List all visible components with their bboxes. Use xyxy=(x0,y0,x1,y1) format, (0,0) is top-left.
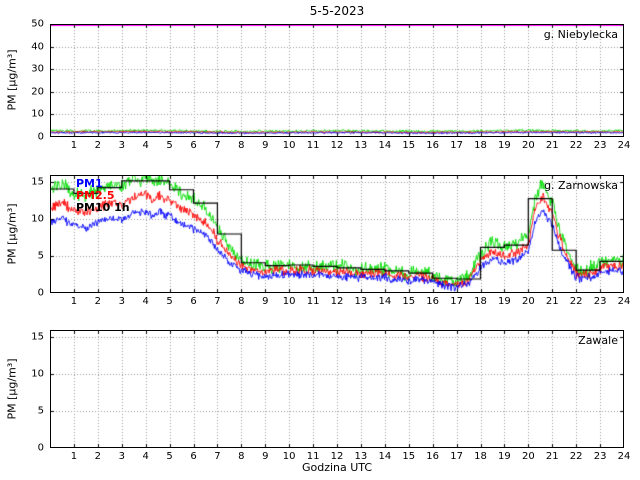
y-tick-label: 15 xyxy=(31,176,44,188)
y-tick-label: 5 xyxy=(37,405,44,417)
x-tick-label: 2 xyxy=(94,451,102,462)
x-tick-label: 7 xyxy=(214,296,221,307)
y-tick-label: 20 xyxy=(31,86,44,98)
x-tick-label: 4 xyxy=(142,451,149,462)
x-tick-label: 24 xyxy=(617,296,631,307)
station-label-zarnowska: g. Zarnowska xyxy=(544,179,618,192)
y-tick-label: 15 xyxy=(31,331,44,343)
x-tick-label: 15 xyxy=(402,140,416,151)
x-tick-label: 16 xyxy=(426,140,440,151)
y-tick-label: 10 xyxy=(31,213,44,225)
legend-item-pm25: PM2.5 xyxy=(76,189,115,202)
x-tick-label: 11 xyxy=(306,140,320,151)
x-tick-label: 20 xyxy=(521,296,535,307)
y-tick-label: 40 xyxy=(31,41,44,53)
x-tick-label: 1 xyxy=(70,296,78,307)
x-tick-label: 3 xyxy=(118,296,125,307)
x-tick-label: 4 xyxy=(142,140,149,151)
x-tick-label: 6 xyxy=(190,296,197,307)
subplot-canvas-zawale xyxy=(50,330,624,448)
x-tick-label: 8 xyxy=(238,296,245,307)
x-tick-label: 21 xyxy=(545,140,559,151)
x-tick-label: 10 xyxy=(282,140,296,151)
station-label-zawale: Zawale xyxy=(578,334,618,347)
x-tick-label: 1 xyxy=(70,140,78,151)
x-tick-label: 22 xyxy=(569,140,583,151)
x-tick-label: 16 xyxy=(426,451,440,462)
x-tick-label: 8 xyxy=(238,140,245,151)
x-tick-label: 5 xyxy=(166,296,173,307)
y-tick-label: 30 xyxy=(31,63,44,75)
y-tick-label: 0 xyxy=(37,131,44,143)
x-tick-label: 18 xyxy=(474,140,487,151)
y-axis-label-1: PM [µg/m³] xyxy=(5,49,19,111)
x-tick-label: 3 xyxy=(118,451,125,462)
x-tick-label: 12 xyxy=(330,296,344,307)
x-tick-label: 5 xyxy=(166,451,173,462)
y-tick-label: 0 xyxy=(37,287,44,299)
x-tick-label: 18 xyxy=(474,296,487,307)
station-label-niebylecka: g. Niebylecka xyxy=(543,28,618,41)
x-tick-label: 19 xyxy=(498,451,511,462)
x-tick-label: 7 xyxy=(214,140,221,151)
x-tick-label: 24 xyxy=(617,451,631,462)
x-tick-label: 7 xyxy=(214,451,221,462)
x-tick-label: 19 xyxy=(498,296,511,307)
y-tick-label: 50 xyxy=(31,18,44,30)
x-tick-label: 13 xyxy=(354,451,368,462)
x-tick-label: 17 xyxy=(450,296,463,307)
x-tick-label: 12 xyxy=(330,451,344,462)
x-tick-label: 9 xyxy=(262,296,269,307)
x-tick-label: 13 xyxy=(354,140,368,151)
subplot-canvas-zarnowska xyxy=(50,175,624,293)
x-tick-label: 2 xyxy=(94,296,102,307)
x-tick-label: 10 xyxy=(282,451,296,462)
x-tick-label: 17 xyxy=(450,451,463,462)
x-tick-label: 8 xyxy=(238,451,245,462)
y-tick-label: 0 xyxy=(37,442,44,454)
x-tick-label: 14 xyxy=(378,451,392,462)
legend-item-pm1: PM1 xyxy=(76,177,103,190)
x-tick-label: 2 xyxy=(94,140,102,151)
x-tick-label: 18 xyxy=(474,451,487,462)
x-tick-label: 22 xyxy=(569,451,583,462)
x-tick-label: 5 xyxy=(166,140,173,151)
x-tick-label: 19 xyxy=(498,140,511,151)
x-tick-label: 15 xyxy=(402,451,416,462)
x-tick-label: 12 xyxy=(330,140,344,151)
x-tick-label: 14 xyxy=(378,140,392,151)
x-tick-label: 9 xyxy=(262,140,269,151)
x-tick-label: 17 xyxy=(450,140,463,151)
x-tick-label: 11 xyxy=(306,451,320,462)
x-tick-label: 1 xyxy=(70,451,78,462)
y-tick-label: 10 xyxy=(31,108,44,120)
x-axis-label: Godzina UTC xyxy=(301,461,373,474)
x-tick-label: 16 xyxy=(426,296,440,307)
x-tick-label: 14 xyxy=(378,296,392,307)
chart-title: 5-5-2023 xyxy=(309,4,365,18)
x-tick-label: 23 xyxy=(593,451,607,462)
x-tick-label: 3 xyxy=(118,140,125,151)
x-tick-label: 10 xyxy=(282,296,296,307)
x-tick-label: 23 xyxy=(593,140,607,151)
x-tick-label: 22 xyxy=(569,296,583,307)
legend-item-pm10-1h: PM10 1h xyxy=(76,201,130,214)
x-tick-label: 15 xyxy=(402,296,416,307)
x-tick-label: 20 xyxy=(521,451,535,462)
x-tick-label: 4 xyxy=(142,296,149,307)
x-tick-label: 23 xyxy=(593,296,607,307)
x-tick-label: 11 xyxy=(306,296,320,307)
x-tick-label: 20 xyxy=(521,140,535,151)
x-tick-label: 13 xyxy=(354,296,368,307)
x-tick-label: 21 xyxy=(545,451,559,462)
x-tick-label: 24 xyxy=(617,140,631,151)
subplot-canvas-niebylecka xyxy=(50,24,624,137)
x-tick-label: 6 xyxy=(190,451,197,462)
y-tick-label: 10 xyxy=(31,368,44,380)
y-tick-label: 5 xyxy=(37,250,44,262)
x-tick-label: 21 xyxy=(545,296,559,307)
x-tick-label: 9 xyxy=(262,451,269,462)
x-tick-label: 6 xyxy=(190,140,197,151)
